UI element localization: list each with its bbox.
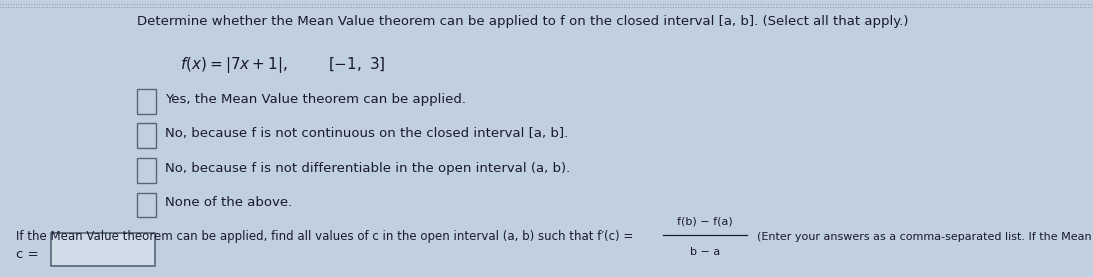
Bar <box>51 233 155 266</box>
Text: Yes, the Mean Value theorem can be applied.: Yes, the Mean Value theorem can be appli… <box>165 93 466 106</box>
FancyBboxPatch shape <box>137 89 156 114</box>
Text: c =: c = <box>16 248 39 261</box>
Text: $[-1,\ 3]$: $[-1,\ 3]$ <box>328 55 386 73</box>
Text: (Enter your answers as a comma-separated list. If the Mean Value theorem cannot : (Enter your answers as a comma-separated… <box>750 232 1093 242</box>
FancyBboxPatch shape <box>137 193 156 217</box>
Text: No, because f is not differentiable in the open interval (a, b).: No, because f is not differentiable in t… <box>165 162 571 175</box>
Text: Determine whether the Mean Value theorem can be applied to f on the closed inter: Determine whether the Mean Value theorem… <box>137 15 908 28</box>
Text: No, because f is not continuous on the closed interval [a, b].: No, because f is not continuous on the c… <box>165 127 568 140</box>
Text: b − a: b − a <box>690 247 720 257</box>
Text: f(b) − f(a): f(b) − f(a) <box>677 217 733 227</box>
Text: If the Mean Value theorem can be applied, find all values of c in the open inter: If the Mean Value theorem can be applied… <box>16 230 634 243</box>
FancyBboxPatch shape <box>137 123 156 148</box>
FancyBboxPatch shape <box>137 158 156 183</box>
Text: None of the above.: None of the above. <box>165 196 292 209</box>
Text: $f(x) = |7x + 1|,$: $f(x) = |7x + 1|,$ <box>180 55 289 75</box>
